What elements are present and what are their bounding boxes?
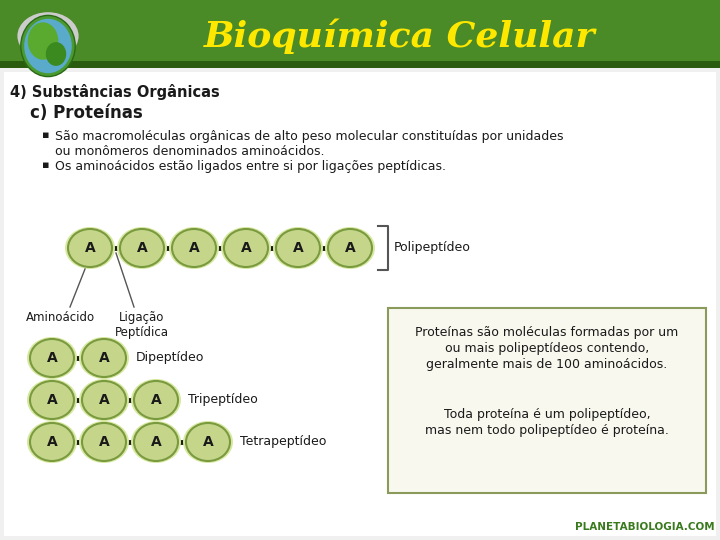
Ellipse shape xyxy=(27,421,77,463)
Ellipse shape xyxy=(273,227,323,269)
Text: A: A xyxy=(47,435,58,449)
Ellipse shape xyxy=(68,229,112,267)
Text: mas nem todo polipeptídeo é proteína.: mas nem todo polipeptídeo é proteína. xyxy=(425,424,669,437)
Text: A: A xyxy=(202,435,213,449)
Ellipse shape xyxy=(79,379,129,421)
Ellipse shape xyxy=(30,339,74,377)
Ellipse shape xyxy=(82,339,126,377)
Ellipse shape xyxy=(224,229,268,267)
Ellipse shape xyxy=(24,19,72,73)
Text: Bioquímica Celular: Bioquímica Celular xyxy=(204,18,595,54)
Ellipse shape xyxy=(82,381,126,419)
Text: Polipeptídeo: Polipeptídeo xyxy=(394,241,471,254)
Text: geralmente mais de 100 aminoácidos.: geralmente mais de 100 aminoácidos. xyxy=(426,358,667,371)
Text: A: A xyxy=(189,241,199,255)
Text: ou monômeros denominados aminoácidos.: ou monômeros denominados aminoácidos. xyxy=(55,145,325,158)
Text: ▪: ▪ xyxy=(42,130,50,140)
Ellipse shape xyxy=(21,16,75,77)
Text: ▪: ▪ xyxy=(42,160,50,170)
Text: ou mais polipeptídeos contendo,: ou mais polipeptídeos contendo, xyxy=(445,342,649,355)
Text: A: A xyxy=(150,435,161,449)
Ellipse shape xyxy=(30,381,74,419)
Ellipse shape xyxy=(134,423,178,461)
Text: Tripeptídeo: Tripeptídeo xyxy=(188,394,258,407)
Ellipse shape xyxy=(82,423,126,461)
Ellipse shape xyxy=(79,421,129,463)
FancyBboxPatch shape xyxy=(388,308,706,493)
Text: Toda proteína é um polipeptídeo,: Toda proteína é um polipeptídeo, xyxy=(444,408,650,421)
Ellipse shape xyxy=(30,423,74,461)
Text: A: A xyxy=(240,241,251,255)
Ellipse shape xyxy=(169,227,219,269)
Text: A: A xyxy=(47,351,58,365)
Ellipse shape xyxy=(27,22,58,60)
Ellipse shape xyxy=(134,381,178,419)
Text: c) Proteínas: c) Proteínas xyxy=(30,104,143,122)
FancyBboxPatch shape xyxy=(0,61,720,68)
Ellipse shape xyxy=(65,227,115,269)
Ellipse shape xyxy=(17,12,78,60)
Text: A: A xyxy=(99,351,109,365)
Text: Tetrapeptídeo: Tetrapeptídeo xyxy=(240,435,326,449)
FancyBboxPatch shape xyxy=(0,0,720,68)
Text: A: A xyxy=(150,393,161,407)
Text: A: A xyxy=(47,393,58,407)
Text: Proteínas são moléculas formadas por um: Proteínas são moléculas formadas por um xyxy=(415,326,679,339)
Text: Dipeptídeo: Dipeptídeo xyxy=(136,352,204,365)
Text: São macromoléculas orgânicas de alto peso molecular constituídas por unidades: São macromoléculas orgânicas de alto pes… xyxy=(55,130,564,143)
Ellipse shape xyxy=(131,421,181,463)
Ellipse shape xyxy=(46,42,66,66)
Ellipse shape xyxy=(186,423,230,461)
FancyBboxPatch shape xyxy=(4,72,716,536)
Ellipse shape xyxy=(276,229,320,267)
Text: A: A xyxy=(137,241,148,255)
Ellipse shape xyxy=(183,421,233,463)
Text: A: A xyxy=(99,393,109,407)
Ellipse shape xyxy=(328,229,372,267)
Ellipse shape xyxy=(325,227,375,269)
Text: A: A xyxy=(85,241,95,255)
Text: A: A xyxy=(99,435,109,449)
Ellipse shape xyxy=(131,379,181,421)
Ellipse shape xyxy=(172,229,216,267)
Text: A: A xyxy=(292,241,303,255)
Ellipse shape xyxy=(117,227,167,269)
Ellipse shape xyxy=(79,337,129,379)
Text: A: A xyxy=(345,241,356,255)
Text: Aminoácido: Aminoácido xyxy=(25,311,94,324)
Text: 4) Substâncias Orgânicas: 4) Substâncias Orgânicas xyxy=(10,84,220,100)
Text: Ligação
Peptídica: Ligação Peptídica xyxy=(115,311,169,339)
Ellipse shape xyxy=(120,229,164,267)
Ellipse shape xyxy=(221,227,271,269)
FancyBboxPatch shape xyxy=(0,68,720,540)
Text: PLANETABIOLOGIA.COM: PLANETABIOLOGIA.COM xyxy=(575,522,715,532)
Text: Os aminoácidos estão ligados entre si por ligações peptídicas.: Os aminoácidos estão ligados entre si po… xyxy=(55,160,446,173)
Ellipse shape xyxy=(27,337,77,379)
Ellipse shape xyxy=(27,379,77,421)
